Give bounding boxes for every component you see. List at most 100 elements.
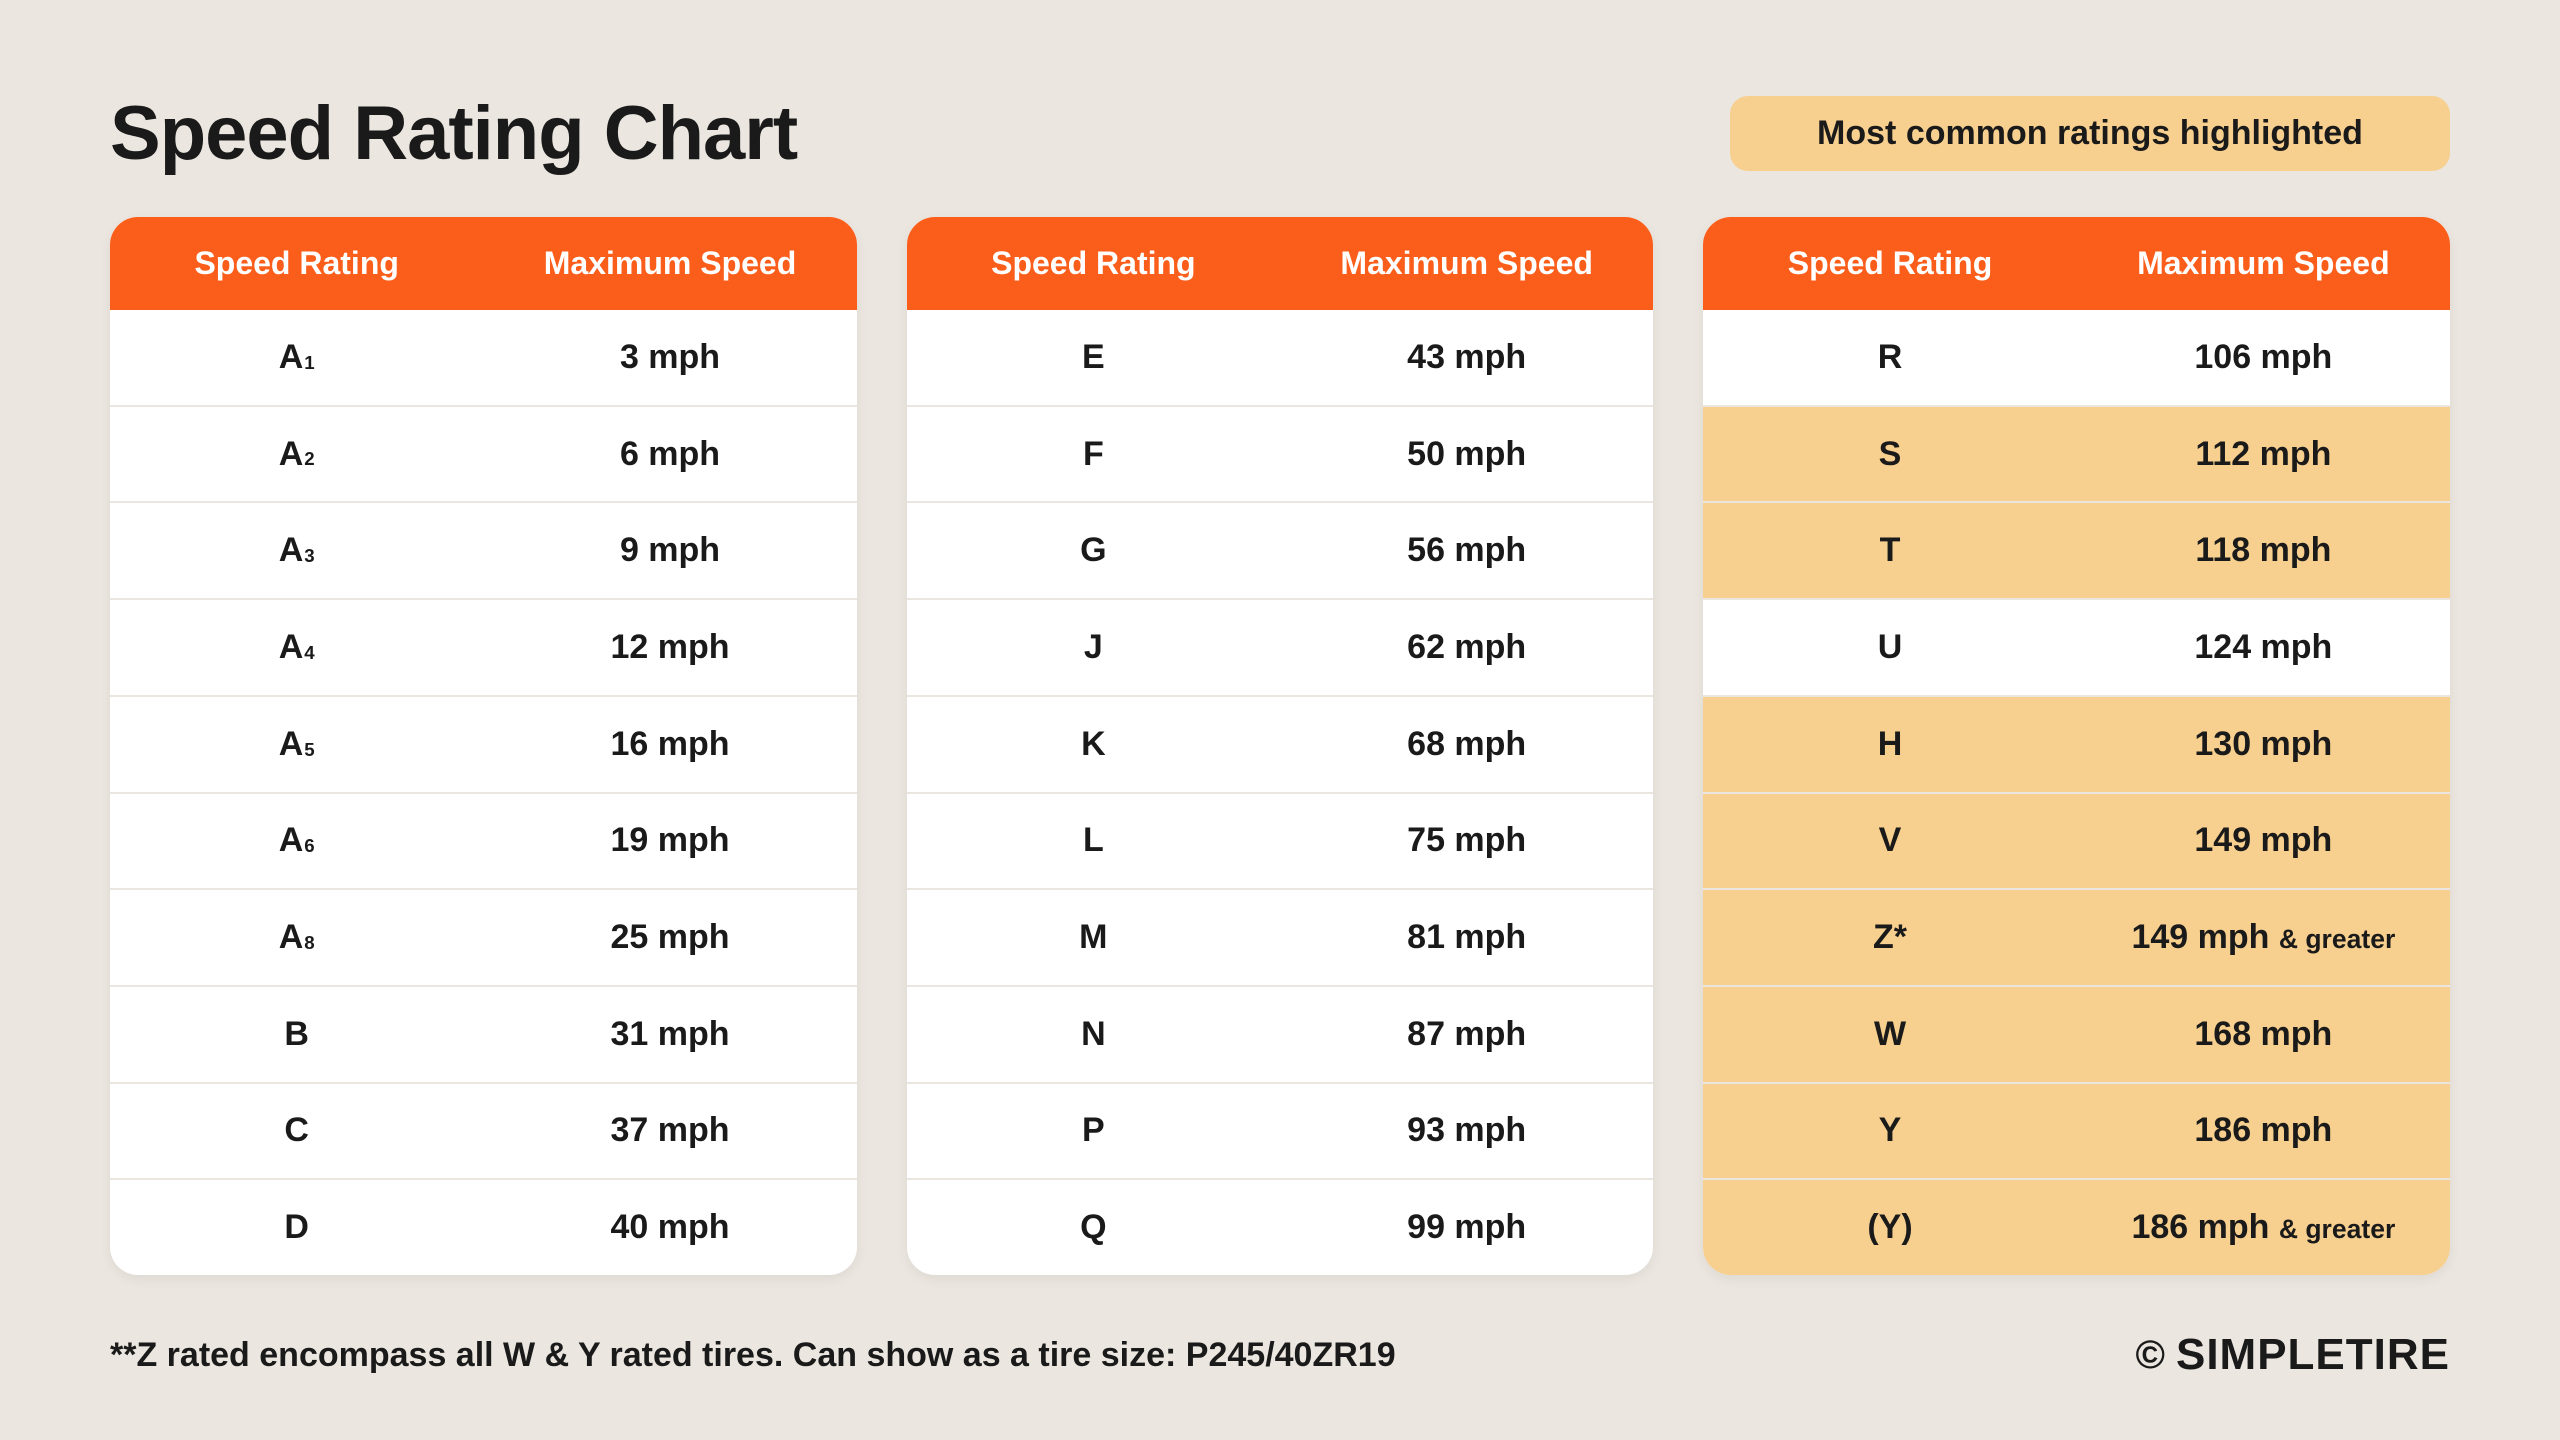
speed-rating-table: Speed RatingMaximum SpeedE43 mphF50 mphG…	[907, 217, 1654, 1275]
table-row: K68 mph	[907, 695, 1654, 792]
brand: © SIMPLETIRE	[2135, 1330, 2450, 1380]
maximum-speed-cell: 168 mph	[2077, 1001, 2450, 1068]
maximum-speed-cell: 56 mph	[1280, 517, 1653, 584]
table-header: Speed RatingMaximum Speed	[110, 217, 857, 310]
speed-rating-cell: P	[907, 1097, 1280, 1164]
table-row: L75 mph	[907, 792, 1654, 889]
maximum-speed-cell: 186 mph	[2077, 1097, 2450, 1164]
table-row: A619 mph	[110, 792, 857, 889]
column-header: Maximum Speed	[2077, 217, 2450, 310]
speed-rating-cell: E	[907, 324, 1280, 391]
speed-rating-cell: A1	[110, 324, 483, 391]
table-row: F50 mph	[907, 405, 1654, 502]
maximum-speed-cell: 68 mph	[1280, 711, 1653, 778]
maximum-speed-cell: 62 mph	[1280, 614, 1653, 681]
speed-rating-cell: G	[907, 517, 1280, 584]
speed-rating-cell: F	[907, 421, 1280, 488]
maximum-speed-cell: 186 mph & greater	[2077, 1194, 2450, 1261]
table-row: S112 mph	[1703, 405, 2450, 502]
maximum-speed-cell: 81 mph	[1280, 904, 1653, 971]
maximum-speed-cell: 149 mph & greater	[2077, 904, 2450, 971]
table-row: R106 mph	[1703, 310, 2450, 405]
table-row: A26 mph	[110, 405, 857, 502]
speed-rating-cell: B	[110, 1001, 483, 1068]
maximum-speed-cell: 31 mph	[483, 1001, 856, 1068]
table-row: A516 mph	[110, 695, 857, 792]
speed-rating-table: Speed RatingMaximum SpeedA13 mphA26 mphA…	[110, 217, 857, 1275]
table-row: M81 mph	[907, 888, 1654, 985]
speed-rating-cell: R	[1703, 324, 2076, 391]
table-body: A13 mphA26 mphA39 mphA412 mphA516 mphA61…	[110, 310, 857, 1275]
table-row: P93 mph	[907, 1082, 1654, 1179]
speed-rating-cell: A2	[110, 421, 483, 488]
speed-rating-cell: A4	[110, 614, 483, 681]
table-body: E43 mphF50 mphG56 mphJ62 mphK68 mphL75 m…	[907, 310, 1654, 1275]
maximum-speed-cell: 12 mph	[483, 614, 856, 681]
column-header: Maximum Speed	[1280, 217, 1653, 310]
table-row: G56 mph	[907, 501, 1654, 598]
column-header: Speed Rating	[1703, 217, 2076, 310]
table-row: W168 mph	[1703, 985, 2450, 1082]
table-row: A825 mph	[110, 888, 857, 985]
speed-rating-cell: D	[110, 1194, 483, 1261]
page-title: Speed Rating Chart	[110, 90, 797, 177]
maximum-speed-cell: 118 mph	[2077, 517, 2450, 584]
speed-rating-cell: (Y)	[1703, 1194, 2076, 1261]
maximum-speed-cell: 50 mph	[1280, 421, 1653, 488]
speed-rating-cell: N	[907, 1001, 1280, 1068]
table-row: A39 mph	[110, 501, 857, 598]
table-row: A412 mph	[110, 598, 857, 695]
table-row: E43 mph	[907, 310, 1654, 405]
tables-row: Speed RatingMaximum SpeedA13 mphA26 mphA…	[110, 217, 2450, 1275]
maximum-speed-cell: 130 mph	[2077, 711, 2450, 778]
speed-rating-cell: A8	[110, 904, 483, 971]
speed-rating-cell: V	[1703, 807, 2076, 874]
maximum-speed-cell: 149 mph	[2077, 807, 2450, 874]
maximum-speed-cell: 40 mph	[483, 1194, 856, 1261]
speed-rating-cell: M	[907, 904, 1280, 971]
maximum-speed-cell: 16 mph	[483, 711, 856, 778]
column-header: Speed Rating	[907, 217, 1280, 310]
maximum-speed-cell: 37 mph	[483, 1097, 856, 1164]
legend-pill: Most common ratings highlighted	[1730, 96, 2450, 171]
maximum-speed-cell: 112 mph	[2077, 421, 2450, 488]
table-row: U124 mph	[1703, 598, 2450, 695]
speed-rating-cell: A5	[110, 711, 483, 778]
copyright-icon: ©	[2135, 1333, 2165, 1378]
table-row: Y186 mph	[1703, 1082, 2450, 1179]
speed-rating-cell: A6	[110, 807, 483, 874]
maximum-speed-cell: 124 mph	[2077, 614, 2450, 681]
table-body: R106 mphS112 mphT118 mphU124 mphH130 mph…	[1703, 310, 2450, 1275]
table-row: Z*149 mph & greater	[1703, 888, 2450, 985]
table-row: N87 mph	[907, 985, 1654, 1082]
table-row: J62 mph	[907, 598, 1654, 695]
maximum-speed-cell: 93 mph	[1280, 1097, 1653, 1164]
table-header: Speed RatingMaximum Speed	[1703, 217, 2450, 310]
table-row: B31 mph	[110, 985, 857, 1082]
speed-rating-cell: H	[1703, 711, 2076, 778]
speed-rating-cell: S	[1703, 421, 2076, 488]
maximum-speed-cell: 99 mph	[1280, 1194, 1653, 1261]
header-row: Speed Rating Chart Most common ratings h…	[110, 90, 2450, 177]
column-header: Maximum Speed	[483, 217, 856, 310]
speed-rating-table: Speed RatingMaximum SpeedR106 mphS112 mp…	[1703, 217, 2450, 1275]
speed-rating-cell: C	[110, 1097, 483, 1164]
maximum-speed-cell: 75 mph	[1280, 807, 1653, 874]
table-row: H130 mph	[1703, 695, 2450, 792]
speed-rating-cell: L	[907, 807, 1280, 874]
maximum-speed-cell: 87 mph	[1280, 1001, 1653, 1068]
table-row: V149 mph	[1703, 792, 2450, 889]
table-row: (Y)186 mph & greater	[1703, 1178, 2450, 1275]
footer-row: **Z rated encompass all W & Y rated tire…	[110, 1330, 2450, 1380]
maximum-speed-cell: 6 mph	[483, 421, 856, 488]
maximum-speed-cell: 3 mph	[483, 324, 856, 391]
footnote: **Z rated encompass all W & Y rated tire…	[110, 1336, 1396, 1375]
brand-name: SIMPLETIRE	[2176, 1330, 2450, 1380]
speed-rating-cell: Q	[907, 1194, 1280, 1261]
maximum-speed-cell: 25 mph	[483, 904, 856, 971]
maximum-speed-cell: 9 mph	[483, 517, 856, 584]
table-row: Q99 mph	[907, 1178, 1654, 1275]
table-row: T118 mph	[1703, 501, 2450, 598]
table-row: C37 mph	[110, 1082, 857, 1179]
column-header: Speed Rating	[110, 217, 483, 310]
